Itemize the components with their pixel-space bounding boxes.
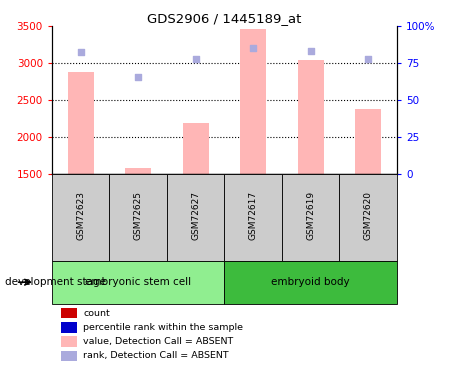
- Bar: [68, 72, 93, 174]
- Point: [249, 45, 257, 51]
- Text: GSM72625: GSM72625: [133, 191, 143, 240]
- Bar: [298, 60, 323, 174]
- Bar: [340, 174, 397, 261]
- Text: rank, Detection Call = ABSENT: rank, Detection Call = ABSENT: [83, 351, 229, 360]
- Text: GSM72617: GSM72617: [249, 191, 258, 240]
- Point: [192, 56, 199, 62]
- Title: GDS2906 / 1445189_at: GDS2906 / 1445189_at: [147, 12, 302, 25]
- Point: [134, 74, 142, 80]
- Point: [77, 49, 84, 55]
- Text: GSM72627: GSM72627: [191, 191, 200, 240]
- Text: percentile rank within the sample: percentile rank within the sample: [83, 323, 244, 332]
- Text: GSM72620: GSM72620: [364, 191, 373, 240]
- Bar: [52, 174, 110, 261]
- Text: value, Detection Call = ABSENT: value, Detection Call = ABSENT: [83, 337, 234, 346]
- Text: development stage: development stage: [5, 277, 106, 287]
- Text: embryonic stem cell: embryonic stem cell: [85, 277, 191, 287]
- Bar: [240, 29, 266, 174]
- Bar: [225, 261, 397, 304]
- Bar: [167, 174, 225, 261]
- Bar: [110, 174, 167, 261]
- Bar: [225, 174, 282, 261]
- Bar: [183, 123, 208, 174]
- Bar: [355, 109, 381, 174]
- Bar: [282, 174, 339, 261]
- Bar: [52, 261, 225, 304]
- Text: embryoid body: embryoid body: [272, 277, 350, 287]
- Text: count: count: [83, 309, 110, 318]
- Text: GSM72623: GSM72623: [76, 191, 85, 240]
- Point: [364, 56, 372, 62]
- Point: [307, 48, 314, 54]
- Bar: [125, 168, 151, 174]
- Text: GSM72619: GSM72619: [306, 191, 315, 240]
